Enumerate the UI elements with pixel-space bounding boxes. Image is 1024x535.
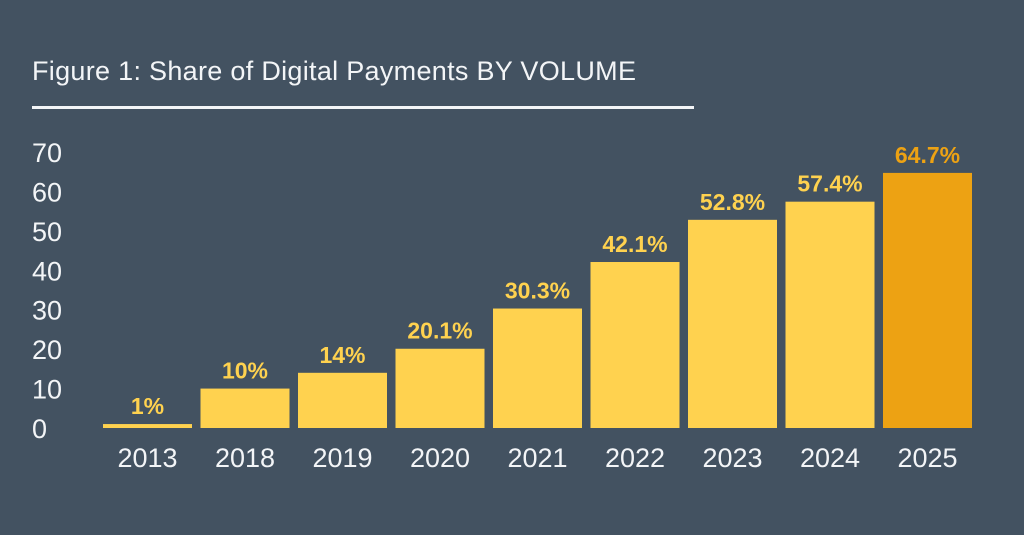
x-tick-label-2020: 2020: [410, 443, 470, 473]
x-tick-label-2019: 2019: [312, 443, 372, 473]
y-tick-label: 20: [32, 335, 62, 365]
bar-2025: [883, 172, 972, 428]
y-tick-label: 0: [32, 414, 47, 444]
data-label-2023: 52.8%: [700, 189, 765, 215]
x-tick-label-2024: 2024: [800, 443, 860, 473]
data-label-2018: 10%: [222, 358, 268, 384]
bar-2018: [200, 388, 290, 428]
data-label-2021: 30.3%: [505, 278, 570, 304]
bar-2021: [493, 308, 582, 428]
data-label-2024: 57.4%: [797, 171, 862, 197]
bar-2013: [103, 424, 192, 428]
x-tick-label-2023: 2023: [702, 443, 762, 473]
x-tick-label-2022: 2022: [605, 443, 665, 473]
x-tick-label-2021: 2021: [507, 443, 567, 473]
data-label-2020: 20.1%: [407, 318, 472, 344]
data-label-2019: 14%: [319, 342, 365, 368]
y-tick-label: 50: [32, 217, 62, 247]
x-tick-label-2018: 2018: [215, 443, 275, 473]
bar-2020: [395, 348, 485, 428]
y-tick-label: 40: [32, 256, 62, 286]
data-label-2013: 1%: [131, 393, 164, 419]
data-label-2022: 42.1%: [602, 231, 667, 257]
y-tick-label: 60: [32, 177, 62, 207]
data-label-2025: 64.7%: [895, 142, 960, 168]
chart-title: Figure 1: Share of Digital Payments BY V…: [32, 56, 637, 86]
bar-2019: [298, 372, 387, 428]
bar-2023: [688, 219, 777, 428]
bar-2024: [785, 201, 875, 428]
title-underline: [32, 106, 694, 109]
x-tick-label-2025: 2025: [897, 443, 957, 473]
y-tick-label: 70: [32, 138, 62, 168]
x-tick-label-2013: 2013: [117, 443, 177, 473]
y-tick-label: 10: [32, 375, 62, 405]
y-tick-label: 30: [32, 296, 62, 326]
bar-2022: [590, 262, 680, 428]
